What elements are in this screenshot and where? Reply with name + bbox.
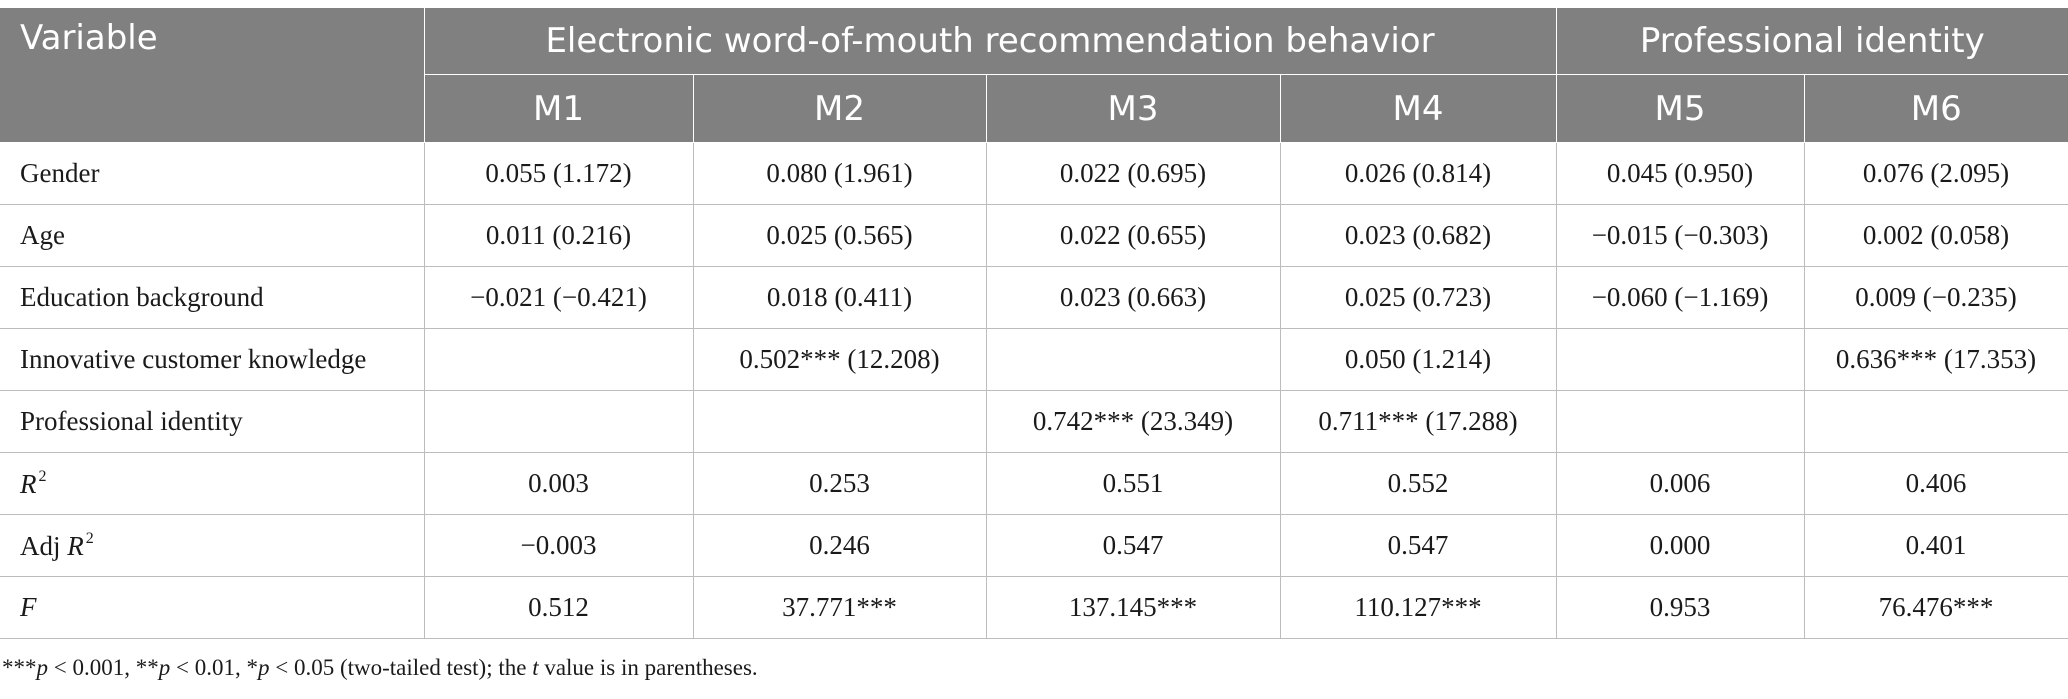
- row-label-professional-identity: Professional identity: [0, 390, 425, 453]
- table-cell: 0.711*** (17.288): [1279, 390, 1557, 453]
- table-cell: −0.021 (−0.421): [423, 266, 694, 329]
- table-cell: 110.127***: [1279, 576, 1557, 639]
- table-cell: 0.045 (0.950): [1555, 142, 1805, 205]
- r-symbol: R: [20, 468, 37, 499]
- row-label-education-background: Education background: [0, 266, 425, 329]
- model-header-m2: M2: [692, 74, 987, 143]
- model-header-m3: M3: [985, 74, 1281, 143]
- footnote-text: < 0.05 (two-tailed test); the: [269, 655, 533, 680]
- row-label-f: F: [0, 576, 425, 639]
- header-row-models: M1 M2 M3 M4 M5 M6: [0, 74, 2068, 143]
- footnote-text: value is in parentheses.: [538, 655, 758, 680]
- table-cell: 0.406: [1803, 452, 2068, 515]
- table-cell: 0.055 (1.172): [423, 142, 694, 205]
- footnote-p-symbol: p: [257, 655, 270, 680]
- table-cell: 0.023 (0.682): [1279, 204, 1557, 267]
- table-cell: 0.551: [985, 452, 1281, 515]
- table-cell: 0.025 (0.565): [692, 204, 987, 267]
- table-cell: 0.742*** (23.349): [985, 390, 1281, 453]
- footnote-p-symbol: p: [158, 655, 171, 680]
- table-row: Gender 0.055 (1.172) 0.080 (1.961) 0.022…: [0, 142, 2068, 205]
- professional-identity-group-header: Professional identity: [1555, 8, 2068, 75]
- table-cell: 0.076 (2.095): [1803, 142, 2068, 205]
- table-cell: [985, 328, 1281, 391]
- table-cell: 0.022 (0.655): [985, 204, 1281, 267]
- table-header: Variable Electronic word-of-mouth recomm…: [0, 8, 2068, 143]
- table-cell: [692, 390, 987, 453]
- footnote-text: ***: [2, 655, 37, 680]
- table-cell: 137.145***: [985, 576, 1281, 639]
- row-label-gender: Gender: [0, 142, 425, 205]
- footnote-t-symbol: t: [532, 655, 539, 680]
- table-cell: 0.002 (0.058): [1803, 204, 2068, 267]
- table-cell: 0.025 (0.723): [1279, 266, 1557, 329]
- footnote-text: < 0.01, *: [170, 655, 258, 680]
- variable-column-header: Variable: [0, 8, 425, 143]
- footnote-text: < 0.001, **: [48, 655, 159, 680]
- table-cell: −0.015 (−0.303): [1555, 204, 1805, 267]
- table-cell: [423, 390, 694, 453]
- table-cell: 0.050 (1.214): [1279, 328, 1557, 391]
- table-cell: 0.080 (1.961): [692, 142, 987, 205]
- table-cell: 0.026 (0.814): [1279, 142, 1557, 205]
- table-cell: −0.003: [423, 514, 694, 577]
- table-cell: [1803, 390, 2068, 453]
- table-cell: 0.009 (−0.235): [1803, 266, 2068, 329]
- table-cell: 0.022 (0.695): [985, 142, 1281, 205]
- row-label-age: Age: [0, 204, 425, 267]
- table-cell: 0.000: [1555, 514, 1805, 577]
- table-row: F 0.512 37.771*** 137.145*** 110.127*** …: [0, 576, 2068, 639]
- superscript-two: 2: [38, 467, 47, 485]
- table-cell: −0.060 (−1.169): [1555, 266, 1805, 329]
- table-cell: [1555, 390, 1805, 453]
- table-cell: 0.011 (0.216): [423, 204, 694, 267]
- table-row: Professional identity 0.742*** (23.349) …: [0, 390, 2068, 453]
- table-cell: 0.003: [423, 452, 694, 515]
- r-symbol: R: [67, 530, 84, 561]
- table-cell: 0.018 (0.411): [692, 266, 987, 329]
- table-body: Gender 0.055 (1.172) 0.080 (1.961) 0.022…: [0, 142, 2068, 639]
- table-cell: 0.552: [1279, 452, 1557, 515]
- table-cell: 0.547: [985, 514, 1281, 577]
- regression-table-container: Variable Electronic word-of-mouth recomm…: [0, 8, 2068, 639]
- table-row: Education background −0.021 (−0.421) 0.0…: [0, 266, 2068, 329]
- model-header-m5: M5: [1555, 74, 1805, 143]
- footnote-p-symbol: p: [36, 655, 49, 680]
- table-cell: 0.006: [1555, 452, 1805, 515]
- table-row: Innovative customer knowledge 0.502*** (…: [0, 328, 2068, 391]
- table-cell: 0.253: [692, 452, 987, 515]
- table-row: Age 0.011 (0.216) 0.025 (0.565) 0.022 (0…: [0, 204, 2068, 267]
- table-cell: 0.636*** (17.353): [1803, 328, 2068, 391]
- model-header-m4: M4: [1279, 74, 1557, 143]
- table-cell: 0.953: [1555, 576, 1805, 639]
- adj-prefix: Adj: [20, 530, 68, 561]
- model-header-m1: M1: [423, 74, 694, 143]
- table-cell: [1555, 328, 1805, 391]
- table-cell: 0.502*** (12.208): [692, 328, 987, 391]
- table-cell: 37.771***: [692, 576, 987, 639]
- table-cell: 0.401: [1803, 514, 2068, 577]
- table-cell: 76.476***: [1803, 576, 2068, 639]
- table-cell: 0.547: [1279, 514, 1557, 577]
- model-header-m6: M6: [1803, 74, 2068, 143]
- superscript-two: 2: [85, 529, 94, 547]
- row-label-innovative-customer-knowledge: Innovative customer knowledge: [0, 328, 425, 391]
- table-cell: [423, 328, 694, 391]
- header-row-groups: Variable Electronic word-of-mouth recomm…: [0, 8, 2068, 143]
- table-cell: 0.246: [692, 514, 987, 577]
- regression-table: Variable Electronic word-of-mouth recomm…: [0, 8, 2068, 639]
- table-footnote: ***p < 0.001, **p < 0.01, *p < 0.05 (two…: [2, 655, 758, 681]
- table-cell: 0.023 (0.663): [985, 266, 1281, 329]
- table-cell: 0.512: [423, 576, 694, 639]
- f-symbol: F: [20, 592, 37, 622]
- ewom-group-header: Electronic word-of-mouth recommendation …: [423, 8, 1557, 75]
